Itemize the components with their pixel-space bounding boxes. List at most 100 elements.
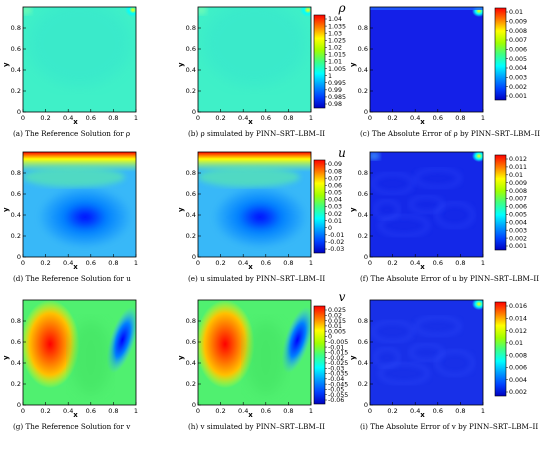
x-tick-label: 0.4: [63, 407, 73, 415]
y-tick-label: 0.4: [11, 211, 21, 219]
colorbar-tick-label: 0.005: [509, 212, 527, 219]
colorbar-tick-label: -0.025: [328, 360, 348, 367]
colorbar-tick-label: 0.03: [328, 204, 342, 211]
x-tick-label: 0.4: [238, 407, 248, 415]
error-structure: [378, 362, 430, 385]
x-tick-label: 1: [481, 407, 485, 415]
x-tick-label: 0.8: [455, 407, 465, 415]
field-shade: [70, 321, 112, 395]
x-tick-label: 0.2: [387, 259, 397, 267]
y-tick-label: 0.4: [186, 211, 196, 219]
x-axis-label: x: [420, 263, 425, 271]
colorbar-tick-label: -0.06: [328, 397, 344, 404]
colorbar-tick-label: 0.02: [328, 211, 342, 218]
heatmap-panel: 0 0.2 0.4 0.6 0.8 1 0 0.2 0.4 0.6 0.8 x y (a) The Ref…: [2, 6, 138, 138]
colorbar-title: ρ: [337, 1, 345, 15]
colorbar-tick-label: -0.035: [328, 371, 348, 378]
downward-flow-region: [106, 306, 136, 374]
plot-frame: [22, 151, 137, 258]
colorbar-tick-label: 1: [328, 73, 332, 80]
y-tick-label: 0: [17, 108, 21, 116]
error-structure: [371, 172, 414, 195]
y-axis-label: y: [177, 355, 185, 360]
corner-highlight: [472, 152, 483, 162]
colorbar-title: v: [339, 290, 346, 304]
plot-frame: [369, 6, 484, 113]
colorbar-tick-label: 0.007: [509, 196, 527, 203]
corner-highlight: [198, 7, 207, 15]
x-tick-label: 0.6: [261, 114, 271, 122]
field-shade: [245, 321, 287, 395]
x-tick-label: 0.8: [108, 114, 118, 122]
panel-caption: (d) The Reference Solution for u: [13, 274, 131, 283]
y-tick-label: 0.2: [11, 380, 21, 388]
panel-caption: (h) v simulated by PINN–SRT–LBM–II: [188, 422, 325, 431]
colorbar-tick-label: -0.005: [328, 339, 348, 346]
panel-caption: (b) ρ simulated by PINN–SRT–LBM–II: [188, 129, 325, 138]
x-tick-label: 0.6: [86, 259, 96, 267]
plot-frame: [197, 151, 312, 258]
error-structure: [435, 201, 474, 229]
x-tick-label: 0.6: [86, 114, 96, 122]
colorbar-tick-label: 1.015: [328, 52, 346, 59]
colorbar-tick-label: 0.002: [509, 84, 527, 91]
panel-caption: (i) The Absolute Error of v by PINN–SRT–…: [360, 422, 538, 431]
colorbar-title: u: [338, 146, 346, 160]
colorbar-tick-label: 0.01: [509, 340, 523, 347]
colorbar-tick-label: 0.003: [509, 227, 527, 234]
colorbar-tick-label: 0.003: [509, 75, 527, 82]
heatmap-field: [198, 152, 311, 257]
y-tick-label: 0.8: [186, 24, 196, 32]
colorbar-tick-label: 1.02: [328, 45, 342, 52]
y-axis-label: y: [177, 207, 185, 212]
colorbar-tick-label: -0.055: [328, 392, 348, 399]
colorbar: 0.0250.020.0150.010.0050-0.005-0.01-0.01…: [313, 290, 348, 405]
y-tick-label: 0.6: [358, 190, 368, 198]
y-tick-label: 0.8: [358, 169, 368, 177]
x-tick-label: 0.8: [455, 114, 465, 122]
x-tick-label: 0.6: [433, 259, 443, 267]
colorbar-gradient: [494, 301, 507, 397]
x-axis-label: x: [420, 118, 425, 126]
panel-caption: (g) The Reference Solution for v: [13, 422, 131, 431]
corner-highlight: [370, 152, 380, 160]
colorbar-tick-label: 0.995: [328, 80, 346, 87]
colorbar-tick-label: -0.01: [328, 232, 344, 239]
y-tick-label: 0.6: [358, 338, 368, 346]
x-axis-label: x: [73, 411, 78, 419]
colorbar-tick-label: 1.005: [328, 66, 346, 73]
colorbar-gradient: [313, 305, 326, 405]
plot-frame: [22, 299, 137, 406]
colorbar-tick-label: 0.002: [509, 235, 527, 242]
colorbar-tick-label: 0.09: [328, 161, 342, 168]
colorbar-tick-label: 0.009: [509, 19, 527, 26]
colorbar-tick-label: 0.02: [328, 312, 342, 319]
y-tick-label: 0.4: [358, 359, 368, 367]
colorbar-tick-label: 1.03: [328, 30, 342, 37]
panel-caption: (e) u simulated by PINN–SRT–LBM–II: [188, 274, 325, 283]
x-tick-label: 0.4: [238, 259, 248, 267]
upward-flow-region: [23, 300, 80, 389]
x-tick-label: 0: [21, 114, 25, 122]
y-tick-label: 0: [364, 253, 368, 261]
x-tick-label: 1: [481, 114, 485, 122]
x-axis-label: x: [420, 411, 425, 419]
heatmap-panel: 0 0.2 0.4 0.6 0.8 1 0 0.2 0.4 0.6 0.8 x y (i) The Abs…: [349, 299, 538, 431]
colorbar-tick-label: 0.99: [328, 87, 342, 94]
x-tick-label: 0.8: [455, 259, 465, 267]
colorbar-tick-label: 0.025: [328, 307, 346, 314]
panel-caption: (f) The Absolute Error of u by PINN–SRT–…: [360, 274, 539, 283]
error-structure: [414, 316, 462, 337]
x-tick-label: 0: [21, 407, 25, 415]
heatmap-background: [370, 7, 483, 112]
colorbar-tick-label: -0.03: [328, 365, 344, 372]
x-tick-label: 0.2: [40, 114, 50, 122]
colorbar-tick-label: -0.01: [328, 344, 344, 351]
y-tick-label: 0.2: [358, 87, 368, 95]
y-tick-label: 0.8: [186, 317, 196, 325]
colorbar-tick-label: 1.025: [328, 37, 346, 44]
colorbar-tick-label: 0.012: [509, 328, 527, 335]
colorbar-tick-label: 1.035: [328, 23, 346, 30]
x-tick-label: 0.4: [410, 259, 420, 267]
colorbar-tick-label: 0.014: [509, 315, 527, 322]
